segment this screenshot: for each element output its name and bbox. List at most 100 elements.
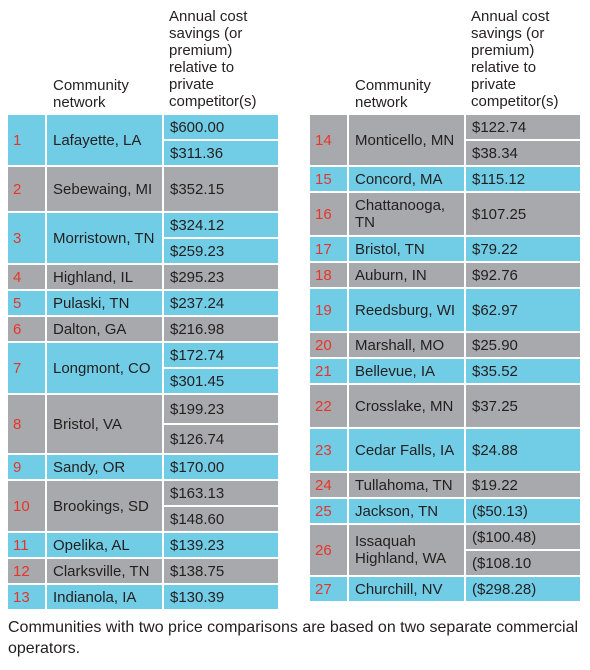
table-row: 24 Tullahoma, TN $19.22 [310, 473, 580, 497]
rank-number: 13 [8, 585, 45, 609]
cost-values: $107.25 [466, 193, 580, 235]
cost-values: $163.13 $148.60 [164, 481, 278, 531]
table-row: 1 Lafayette, LA $600.00 $311.36 [8, 115, 278, 165]
community-name: Sebewaing, MI [47, 167, 162, 211]
rank-number: 23 [310, 429, 347, 471]
table-row: 12 Clarksville, TN $138.75 [8, 559, 278, 583]
community-name: Bristol, VA [47, 395, 162, 453]
cost-values: $19.22 [466, 473, 580, 497]
table-row: 9 Sandy, OR $170.00 [8, 455, 278, 479]
cost-values: $62.97 [466, 289, 580, 331]
cost-value: $122.74 [466, 115, 580, 139]
community-name: Concord, MA [349, 167, 464, 191]
cost-values: $139.23 [164, 533, 278, 557]
cost-value: $19.22 [466, 473, 580, 497]
rank-number: 14 [310, 115, 347, 165]
rank-number: 5 [8, 291, 45, 315]
cost-values: $324.12 $259.23 [164, 213, 278, 263]
cost-values: $237.24 [164, 291, 278, 315]
cost-values: $352.15 [164, 167, 278, 211]
community-name: Indianola, IA [47, 585, 162, 609]
community-name: Reedsburg, WI [349, 289, 464, 331]
table-row: 6 Dalton, GA $216.98 [8, 317, 278, 341]
community-name: Crosslake, MN [349, 385, 464, 427]
cost-value: ($50.13) [466, 499, 580, 523]
cost-values: $295.23 [164, 265, 278, 289]
cost-value: $324.12 [164, 213, 278, 237]
rank-number: 11 [8, 533, 45, 557]
community-name: Bristol, TN [349, 237, 464, 261]
table-row: 10 Brookings, SD $163.13 $148.60 [8, 481, 278, 531]
right-table-body: 14 Monticello, MN $122.74 $38.34 15 Concord, … [310, 115, 580, 601]
cost-value: $130.39 [164, 585, 278, 609]
table-row: 14 Monticello, MN $122.74 $38.34 [310, 115, 580, 165]
rank-number: 1 [8, 115, 45, 165]
table-row: 21 Bellevue, IA $35.52 [310, 359, 580, 383]
footnote: Communities with two price comparisons a… [8, 619, 579, 657]
table-row: 20 Marshall, MO $25.90 [310, 333, 580, 357]
rank-number: 19 [310, 289, 347, 331]
cost-values: $199.23 $126.74 [164, 395, 278, 453]
rank-number: 6 [8, 317, 45, 341]
cost-value: $352.15 [164, 167, 278, 211]
annual-cost-header: Annual cost savings (or premium) relativ… [169, 8, 257, 110]
community-name: Sandy, OR [47, 455, 162, 479]
rank-number: 16 [310, 193, 347, 235]
rank-number: 3 [8, 213, 45, 263]
cost-value: $170.00 [164, 455, 278, 479]
community-name: Monticello, MN [349, 115, 464, 165]
community-name: Auburn, IN [349, 263, 464, 287]
community-name: Morristown, TN [47, 213, 162, 263]
cost-value: $35.52 [466, 359, 580, 383]
cost-values: $172.74 $301.45 [164, 343, 278, 393]
table-row: 18 Auburn, IN $92.76 [310, 263, 580, 287]
table-row: 22 Crosslake, MN $37.25 [310, 385, 580, 427]
community-name: Pulaski, TN [47, 291, 162, 315]
cost-values: ($50.13) [466, 499, 580, 523]
cost-value: $301.45 [164, 369, 278, 393]
cost-values: $35.52 [466, 359, 580, 383]
community-name: Marshall, MO [349, 333, 464, 357]
rank-number: 10 [8, 481, 45, 531]
community-name: Longmont, CO [47, 343, 162, 393]
community-network-header: Community network [355, 77, 431, 111]
left-table-header: Community network Annual cost savings (o… [8, 0, 278, 115]
cost-values: $130.39 [164, 585, 278, 609]
cost-values: $138.75 [164, 559, 278, 583]
cost-value: $107.25 [466, 193, 580, 235]
rank-number: 18 [310, 263, 347, 287]
rank-number: 9 [8, 455, 45, 479]
cost-values: $92.76 [466, 263, 580, 287]
community-name: Cedar Falls, IA [349, 429, 464, 471]
table-row: 13 Indianola, IA $130.39 [8, 585, 278, 609]
cost-values: $170.00 [164, 455, 278, 479]
table-row: 8 Bristol, VA $199.23 $126.74 [8, 395, 278, 453]
rank-number: 20 [310, 333, 347, 357]
community-name: Churchill, NV [349, 577, 464, 601]
community-name: Bellevue, IA [349, 359, 464, 383]
cost-value: ($108.10 [466, 551, 580, 575]
cost-values: $122.74 $38.34 [466, 115, 580, 165]
cost-value: $24.88 [466, 429, 580, 471]
rank-number: 24 [310, 473, 347, 497]
cost-values: $24.88 [466, 429, 580, 471]
community-name: Chattanooga, TN [349, 193, 464, 235]
cost-value: $199.23 [164, 395, 278, 423]
cost-value: $38.34 [466, 141, 580, 165]
rank-number: 7 [8, 343, 45, 393]
cost-values: ($100.48) ($108.10 [466, 525, 580, 575]
rank-number: 22 [310, 385, 347, 427]
rank-number: 15 [310, 167, 347, 191]
right-table: Community network Annual cost savings (o… [310, 0, 580, 603]
cost-value: $79.22 [466, 237, 580, 261]
community-name: Highland, IL [47, 265, 162, 289]
cost-values: $25.90 [466, 333, 580, 357]
community-name: Opelika, AL [47, 533, 162, 557]
cost-value: $25.90 [466, 333, 580, 357]
cost-values: $216.98 [164, 317, 278, 341]
table-row: 5 Pulaski, TN $237.24 [8, 291, 278, 315]
table-row: 19 Reedsburg, WI $62.97 [310, 289, 580, 331]
cost-values: $37.25 [466, 385, 580, 427]
table-row: 17 Bristol, TN $79.22 [310, 237, 580, 261]
cost-value: $115.12 [466, 167, 580, 191]
